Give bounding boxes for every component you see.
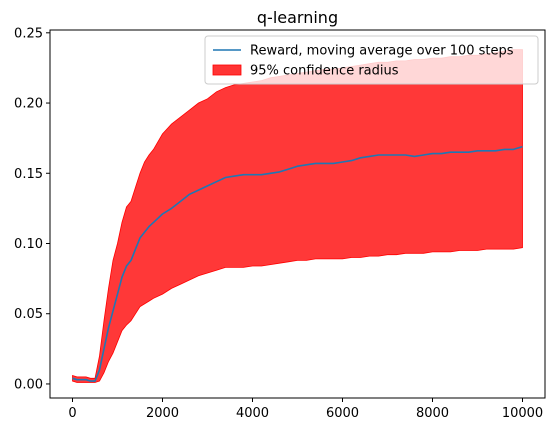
x-tick-label: 4000 bbox=[236, 406, 269, 421]
legend-band-label: 95% confidence radius bbox=[250, 64, 399, 79]
y-tick-label: 0.05 bbox=[14, 307, 43, 322]
x-tick-label: 6000 bbox=[326, 406, 359, 421]
y-axis-ticks: 0.00 0.05 0.10 0.15 0.20 0.25 bbox=[14, 26, 50, 392]
y-tick-label: 0.15 bbox=[14, 167, 43, 182]
reward-line bbox=[72, 145, 523, 382]
confidence-band-layer bbox=[72, 49, 523, 383]
y-tick-label: 0.00 bbox=[14, 377, 43, 392]
y-tick-label: 0.20 bbox=[14, 97, 43, 112]
y-tick-label: 0.25 bbox=[14, 26, 43, 41]
y-tick-label: 0.10 bbox=[14, 237, 43, 252]
chart-title: q-learning bbox=[257, 8, 338, 27]
legend-band-swatch bbox=[212, 64, 242, 76]
x-tick-label: 8000 bbox=[416, 406, 449, 421]
series-line-layer bbox=[72, 145, 523, 382]
x-tick-label: 0 bbox=[68, 406, 76, 421]
x-axis-ticks: 0 2000 4000 6000 8000 10000 bbox=[68, 398, 543, 421]
legend-line-label: Reward, moving average over 100 steps bbox=[250, 44, 514, 59]
confidence-band bbox=[72, 49, 523, 383]
legend-box bbox=[204, 35, 539, 85]
plot-frame bbox=[49, 29, 546, 399]
x-tick-label: 10000 bbox=[502, 406, 543, 421]
legend: Reward, moving average over 100 steps 95… bbox=[204, 35, 539, 85]
x-tick-label: 2000 bbox=[146, 406, 179, 421]
